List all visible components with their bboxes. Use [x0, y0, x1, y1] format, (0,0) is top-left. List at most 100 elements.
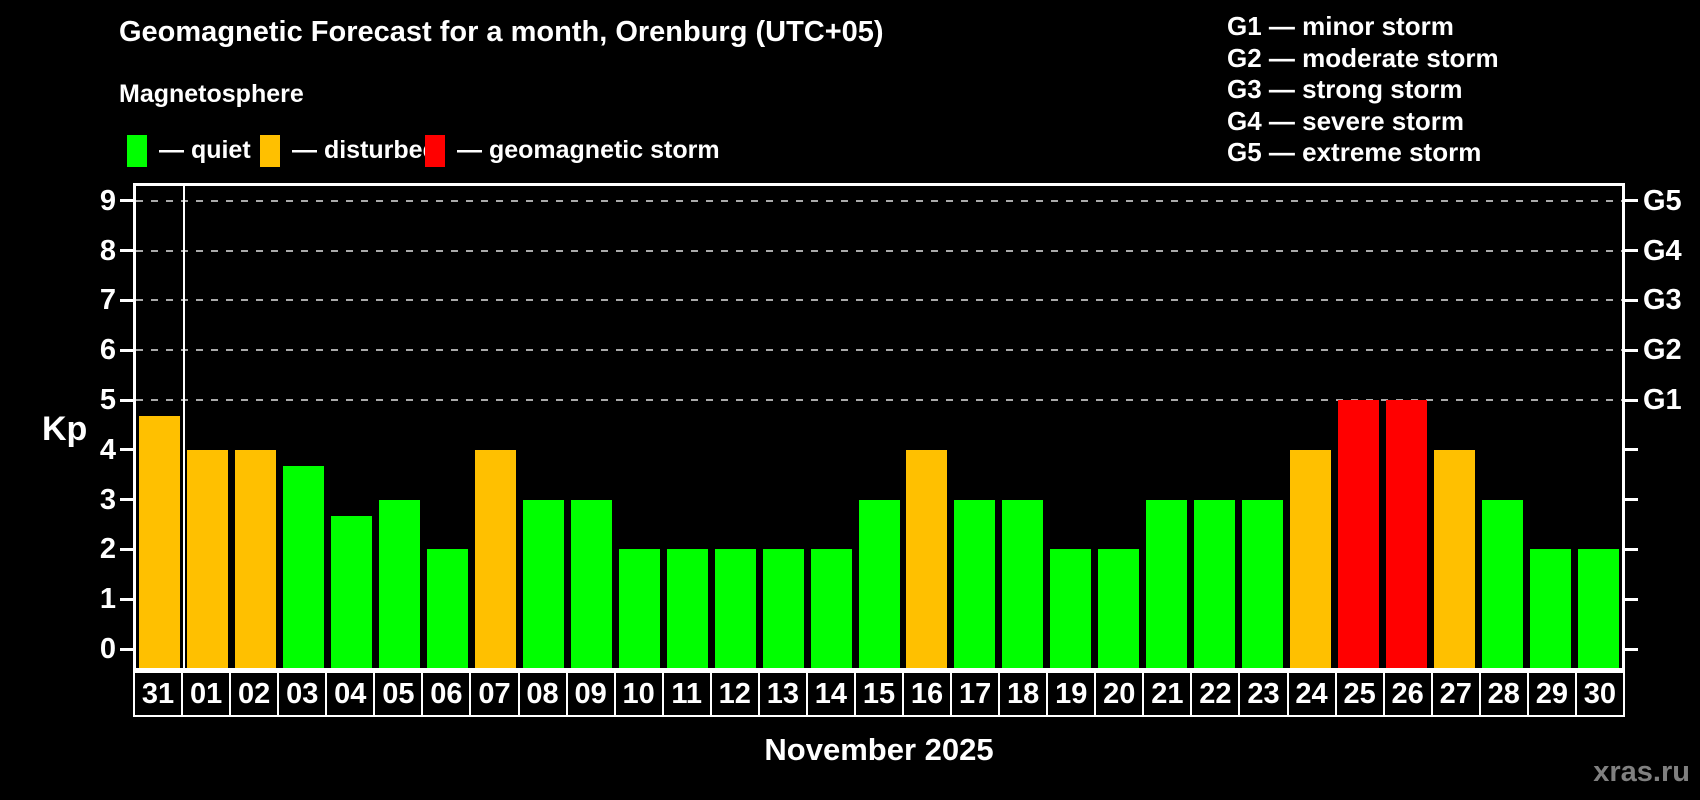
kp-bar-day-24 [1289, 449, 1331, 668]
day-label-01: 01 [183, 673, 232, 715]
kp-bar-day-21 [1146, 499, 1188, 668]
page-title: Geomagnetic Forecast for a month, Orenbu… [119, 16, 884, 48]
right-axis-label-g2: G2 [1643, 334, 1682, 367]
g-legend-line-g1: G1 — minor storm [1227, 11, 1454, 41]
kp-bar-day-02 [235, 449, 277, 668]
y-axis-tick-left-2 [120, 547, 133, 551]
gridline-kp-5 [136, 399, 1622, 401]
y-tick-label-3: 3 [99, 483, 116, 516]
y-axis-tick-left-6 [120, 348, 133, 352]
kp-bar-day-31 [139, 416, 181, 668]
y-tick-label-0: 0 [99, 633, 116, 665]
kp-bar-day-10 [618, 549, 660, 668]
y-axis-tick-left-4 [120, 448, 133, 452]
kp-bar-day-23 [1241, 499, 1283, 668]
y-axis-tick-left-0 [120, 647, 133, 651]
day-label-23: 23 [1240, 673, 1289, 715]
kp-bar-day-01 [187, 449, 229, 668]
kp-bar-day-07 [475, 449, 517, 668]
right-axis-label-g1: G1 [1643, 384, 1682, 416]
day-label-05: 05 [375, 673, 424, 715]
day-label-14: 14 [808, 673, 856, 715]
legend-item-disturbed: — disturbed [260, 134, 438, 167]
y-axis-tick-left-7 [120, 298, 133, 302]
plot-area [133, 183, 1625, 671]
day-label-15: 15 [856, 673, 904, 715]
day-label-22: 22 [1192, 673, 1241, 715]
day-label-26: 26 [1385, 673, 1433, 715]
kp-bar-day-15 [858, 499, 900, 668]
x-axis-title: November 2025 [764, 732, 994, 767]
legend-swatch-disturbed-icon [260, 134, 280, 167]
y-tick-label-4: 4 [99, 433, 116, 466]
right-axis-label-g4: G4 [1643, 234, 1682, 267]
y-axis-tick-right-7 [1625, 298, 1638, 302]
y-axis-tick-right-9 [1625, 199, 1638, 203]
y-tick-label-8: 8 [99, 234, 116, 267]
day-label-11: 11 [664, 673, 712, 715]
legend-item-quiet: — quiet [127, 134, 251, 167]
day-label-06: 06 [423, 673, 472, 715]
day-label-04: 04 [327, 673, 376, 715]
day-label-30: 30 [1583, 677, 1617, 710]
y-axis-tick-left-5 [120, 398, 133, 402]
day-label-21: 21 [1144, 673, 1193, 715]
day-label-12: 12 [712, 673, 760, 715]
kp-bar-day-05 [379, 499, 421, 668]
g-legend-line-g4: G4 — severe storm [1227, 105, 1465, 136]
y-axis-tick-right-3 [1625, 498, 1638, 502]
y-axis-tick-right-4 [1625, 448, 1638, 452]
y-axis-tick-right-8 [1625, 249, 1638, 253]
kp-bar-day-25 [1337, 400, 1379, 668]
y-axis-tick-right-5 [1625, 398, 1638, 402]
day-label-18: 18 [1000, 673, 1049, 715]
kp-bar-day-09 [570, 499, 612, 668]
day-label-03: 03 [279, 673, 328, 715]
legend-swatch-storm-icon [425, 134, 445, 167]
g-legend-line-g3: G3 — strong storm [1227, 74, 1463, 105]
kp-bar-day-06 [427, 549, 469, 668]
day-label-31: 31 [135, 673, 184, 715]
month-separator [182, 186, 185, 668]
kp-bar-day-27 [1433, 449, 1475, 668]
kp-bar-day-22 [1194, 499, 1236, 668]
gridline-kp-8 [136, 249, 1622, 252]
y-tick-label-5: 5 [99, 384, 116, 416]
legend-label-disturbed: — disturbed [292, 136, 438, 164]
day-label-08: 08 [520, 673, 568, 715]
x-axis-day-band: 31 01 02 03 04 05 06 07 08 09 10 11 12 13 14 15 16 17 18 19… [133, 671, 1625, 717]
gridline-kp-9 [136, 199, 1622, 202]
chart-subtitle: Magnetosphere [119, 80, 304, 108]
y-axis-tick-right-2 [1625, 547, 1638, 551]
y-tick-label-6: 6 [99, 334, 116, 367]
day-label-20: 20 [1096, 673, 1145, 715]
kp-bar-day-04 [331, 516, 373, 668]
kp-bar-day-26 [1385, 400, 1427, 668]
y-axis-tick-left-9 [120, 199, 133, 203]
day-label-13: 13 [760, 673, 808, 715]
day-label-27: 27 [1433, 673, 1481, 715]
kp-bar-day-30 [1577, 549, 1619, 668]
y-tick-label-2: 2 [99, 533, 116, 566]
kp-bar-day-20 [1098, 549, 1140, 668]
y-axis-tick-right-0 [1625, 647, 1638, 651]
kp-bar-day-17 [954, 499, 996, 668]
y-axis-tick-right-6 [1625, 348, 1638, 352]
day-label-16: 16 [904, 673, 953, 715]
g-legend-line-g2: G2 — moderate storm [1227, 42, 1499, 73]
day-label-28: 28 [1481, 673, 1529, 715]
right-axis-label-g3: G3 [1643, 284, 1682, 317]
y-axis-tick-right-1 [1625, 597, 1638, 601]
y-tick-label-7: 7 [99, 284, 116, 317]
g-legend-line-g5: G5 — extreme storm [1227, 137, 1482, 168]
y-axis-tick-left-3 [120, 498, 133, 502]
legend-label-storm: — geomagnetic storm [457, 136, 720, 164]
y-axis-tick-left-8 [120, 249, 133, 253]
plot-inner [136, 186, 1622, 668]
gridline-kp-7 [136, 299, 1622, 302]
day-label-29: 29 [1529, 673, 1577, 715]
day-label-25: 25 [1337, 673, 1385, 715]
kp-bar-day-11 [666, 549, 708, 668]
y-axis-title: Kp [42, 410, 88, 448]
day-label-09: 09 [568, 673, 616, 715]
